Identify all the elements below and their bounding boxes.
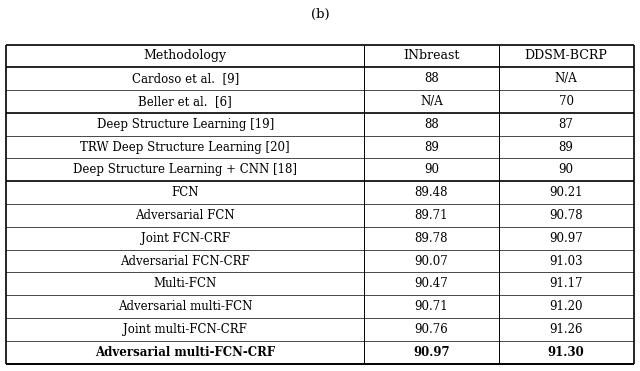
Text: 89: 89 <box>424 141 439 154</box>
Text: 87: 87 <box>559 118 573 131</box>
Text: Adversarial multi-FCN: Adversarial multi-FCN <box>118 300 252 313</box>
Text: 90: 90 <box>424 163 439 176</box>
Text: 88: 88 <box>424 118 438 131</box>
Text: 91.20: 91.20 <box>549 300 583 313</box>
Text: 88: 88 <box>424 72 438 85</box>
Text: 70: 70 <box>559 95 573 108</box>
Text: 91.30: 91.30 <box>548 346 584 359</box>
Text: 89.71: 89.71 <box>415 209 448 222</box>
Text: 89.48: 89.48 <box>415 186 448 199</box>
Text: 89.78: 89.78 <box>415 232 448 245</box>
Text: Deep Structure Learning [19]: Deep Structure Learning [19] <box>97 118 274 131</box>
Text: 89: 89 <box>559 141 573 154</box>
Text: Adversarial FCN-CRF: Adversarial FCN-CRF <box>120 255 250 267</box>
Text: Adversarial FCN: Adversarial FCN <box>135 209 235 222</box>
Text: 90.21: 90.21 <box>549 186 583 199</box>
Text: N/A: N/A <box>420 95 443 108</box>
Text: 90.07: 90.07 <box>415 255 448 267</box>
Text: N/A: N/A <box>555 72 577 85</box>
Text: INbreast: INbreast <box>403 49 460 62</box>
Text: Joint multi-FCN-CRF: Joint multi-FCN-CRF <box>124 323 247 336</box>
Text: Adversarial multi-FCN-CRF: Adversarial multi-FCN-CRF <box>95 346 275 359</box>
Text: Beller et al.  [6]: Beller et al. [6] <box>138 95 232 108</box>
Text: 90.78: 90.78 <box>549 209 583 222</box>
Text: 90.71: 90.71 <box>415 300 448 313</box>
Text: Deep Structure Learning + CNN [18]: Deep Structure Learning + CNN [18] <box>73 163 297 176</box>
Text: Joint FCN-CRF: Joint FCN-CRF <box>141 232 230 245</box>
Text: Cardoso et al.  [9]: Cardoso et al. [9] <box>132 72 239 85</box>
Text: 90.47: 90.47 <box>415 277 448 290</box>
Text: (b): (b) <box>310 8 330 22</box>
Text: 91.03: 91.03 <box>549 255 583 267</box>
Text: 91.17: 91.17 <box>549 277 583 290</box>
Text: TRW Deep Structure Learning [20]: TRW Deep Structure Learning [20] <box>81 141 290 154</box>
Text: DDSM-BCRP: DDSM-BCRP <box>525 49 607 62</box>
Text: FCN: FCN <box>172 186 199 199</box>
Text: 90.97: 90.97 <box>549 232 583 245</box>
Text: Methodology: Methodology <box>143 49 227 62</box>
Text: 90.76: 90.76 <box>415 323 448 336</box>
Text: 91.26: 91.26 <box>549 323 583 336</box>
Text: 90.97: 90.97 <box>413 346 450 359</box>
Text: Multi-FCN: Multi-FCN <box>154 277 217 290</box>
Text: 90: 90 <box>559 163 573 176</box>
